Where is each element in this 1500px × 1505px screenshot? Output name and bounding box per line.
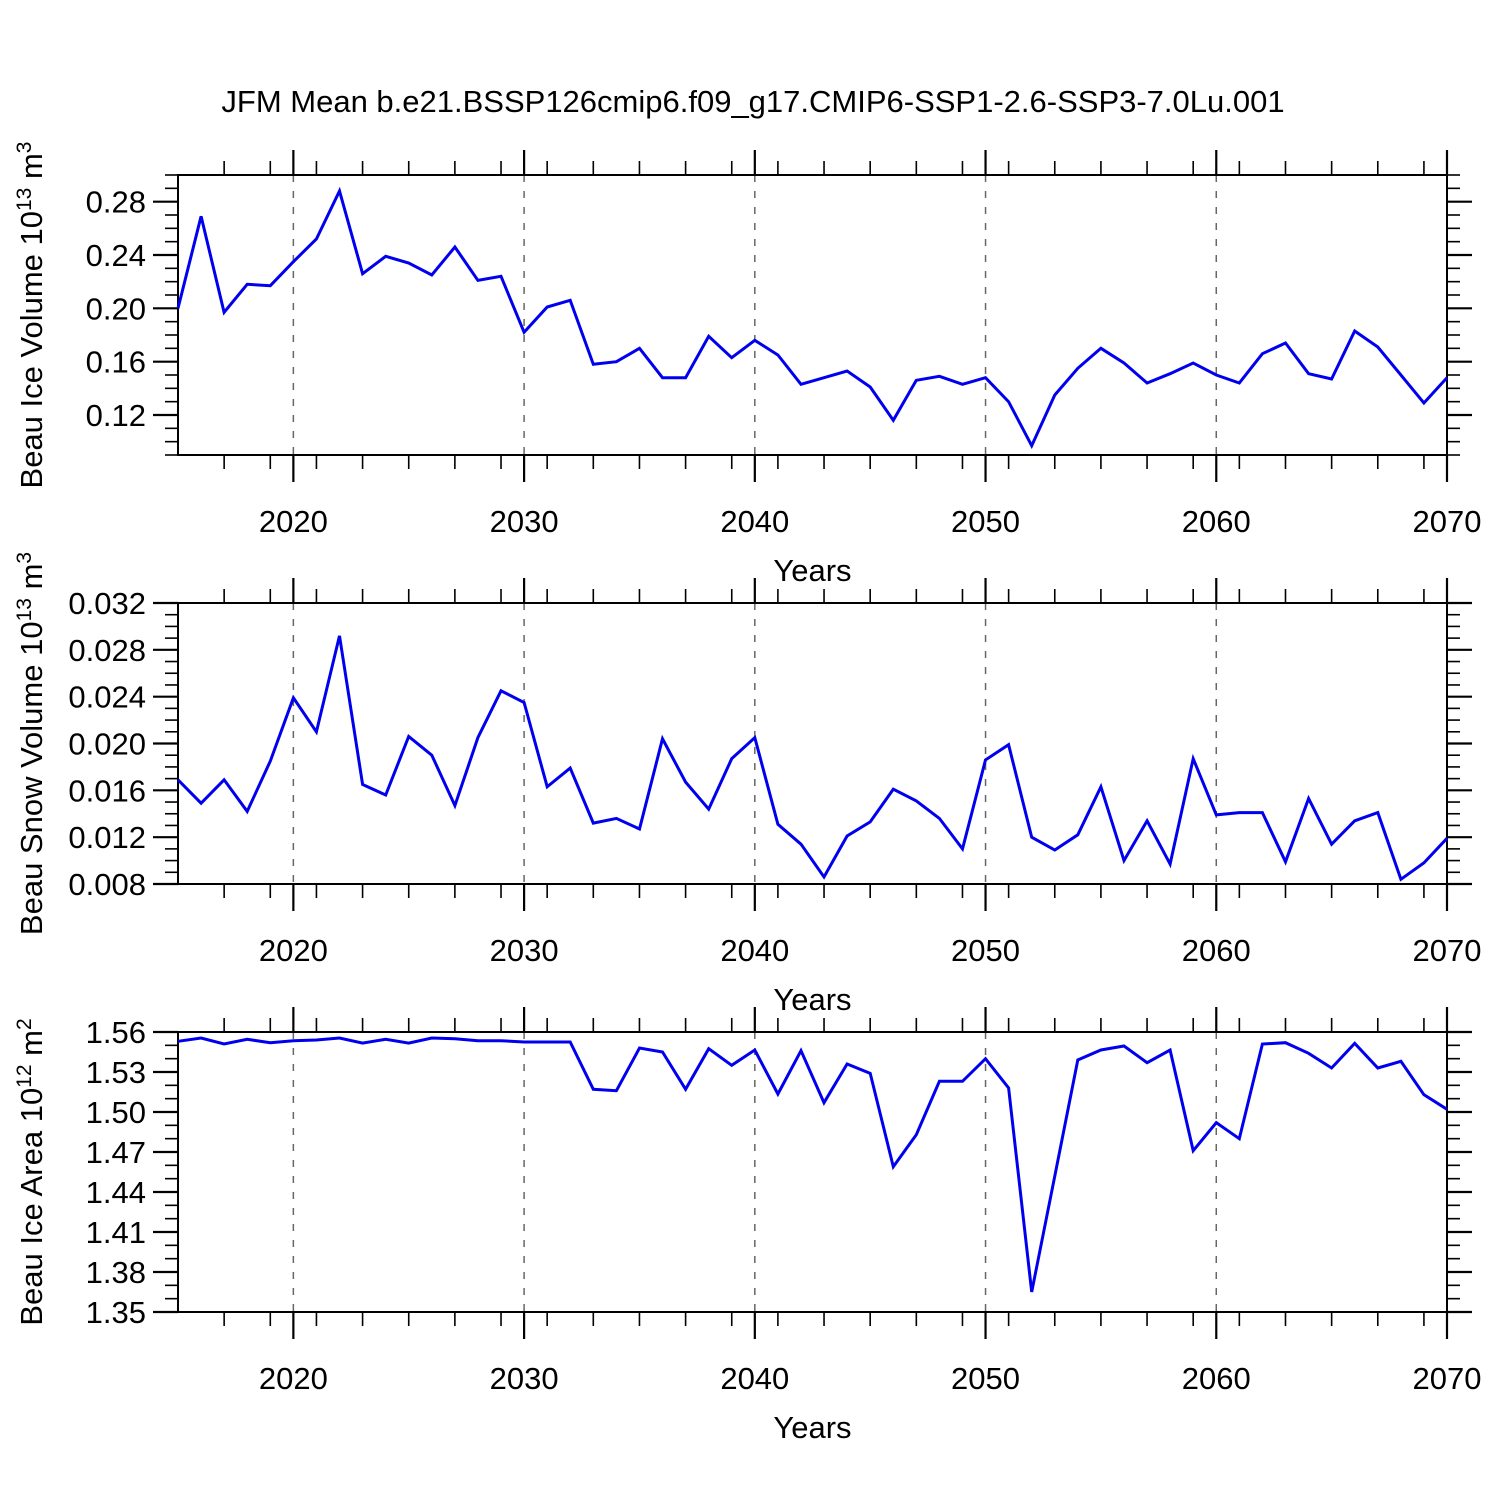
y-tick-label: 0.028 [68, 633, 146, 668]
y-axis-title-exponent: 3 [13, 552, 36, 564]
x-tick-label: 2040 [720, 1361, 789, 1396]
x-axis-title: Years [773, 553, 851, 588]
x-tick-label: 2050 [951, 1361, 1020, 1396]
y-axis-title-text: m [14, 564, 49, 598]
y-tick-label: 1.35 [86, 1295, 146, 1330]
y-axis-title: Beau Ice Volume 1013 m3 [13, 142, 49, 489]
y-tick-label: 1.38 [86, 1255, 146, 1290]
figure-title: JFM Mean b.e21.BSSP126cmip6.f09_g17.CMIP… [221, 84, 1284, 119]
y-tick-label: 1.41 [86, 1215, 146, 1250]
y-tick-label: 1.53 [86, 1055, 146, 1090]
y-axis-title: Beau Ice Area 1012 m2 [13, 1018, 49, 1325]
x-tick-label: 2070 [1413, 933, 1482, 968]
x-tick-label: 2050 [951, 504, 1020, 539]
x-tick-label: 2040 [720, 933, 789, 968]
x-tick-label: 2060 [1182, 933, 1251, 968]
x-tick-label: 2050 [951, 933, 1020, 968]
x-tick-label: 2030 [490, 933, 559, 968]
y-axis-title-text: m [14, 153, 49, 187]
y-axis-title-text: Beau Snow Volume 10 [14, 621, 49, 935]
y-axis-title-exponent: 12 [13, 1064, 36, 1087]
x-tick-label: 2060 [1182, 1361, 1251, 1396]
x-tick-label: 2020 [259, 1361, 328, 1396]
plot-frame [177, 1031, 1448, 1313]
x-tick-label: 2060 [1182, 504, 1251, 539]
x-axis-title: Years [773, 1410, 851, 1445]
y-tick-label: 1.44 [86, 1175, 146, 1210]
plot-frame [177, 602, 1448, 885]
y-axis-title: Beau Snow Volume 1013 m3 [13, 552, 49, 935]
series-line-beau-snow-volume [176, 635, 1449, 882]
y-tick-label: 1.50 [86, 1095, 146, 1130]
x-tick-label: 2030 [490, 1361, 559, 1396]
panel-beau-ice-area: 1.35 1.38 1.41 1.44 1.47 1.50 1.53 1.56 2020 2030… [13, 1007, 1481, 1445]
y-axis-title-exponent: 13 [13, 188, 36, 211]
y-axis-title-text: Beau Ice Volume 10 [14, 211, 49, 488]
y-tick-label: 0.12 [86, 398, 146, 433]
x-tick-label: 2020 [259, 504, 328, 539]
y-axis-title-text: Beau Ice Area 10 [14, 1088, 49, 1326]
y-tick-label: 0.16 [86, 345, 146, 380]
y-axis-title-exponent: 13 [13, 598, 36, 621]
x-axis-title: Years [773, 982, 851, 1017]
y-tick-label: 1.56 [86, 1015, 146, 1050]
y-tick-label: 0.012 [68, 820, 146, 855]
plot-frame [177, 174, 1448, 456]
y-tick-label: 0.24 [86, 238, 146, 273]
x-tick-label: 2070 [1413, 504, 1482, 539]
series-line-beau-ice-area [177, 1036, 1448, 1293]
x-tick-label: 2030 [490, 504, 559, 539]
y-axis-title-text: m [14, 1030, 49, 1064]
y-tick-label: 0.024 [68, 680, 146, 715]
y-axis-title-exponent: 2 [13, 1018, 36, 1030]
x-tick-label: 2040 [720, 504, 789, 539]
y-tick-label: 0.020 [68, 727, 146, 762]
y-axis-title-exponent: 3 [13, 142, 36, 154]
y-tick-label: 0.016 [68, 773, 146, 808]
x-tick-label: 2070 [1413, 1361, 1482, 1396]
y-tick-label: 1.47 [86, 1135, 146, 1170]
panels-container: 0.12 0.16 0.20 0.24 0.28 2020 2030 2040 2050 2060… [13, 142, 1481, 1445]
y-tick-label: 0.032 [68, 586, 146, 621]
x-tick-label: 2020 [259, 933, 328, 968]
y-tick-label: 0.28 [86, 185, 146, 220]
y-tick-label: 0.008 [68, 867, 146, 902]
series-line-beau-ice-volume [176, 186, 1449, 450]
panel-beau-ice-volume: 0.12 0.16 0.20 0.24 0.28 2020 2030 2040 2050 2060… [13, 142, 1481, 588]
panel-beau-snow-volume: 0.008 0.012 0.016 0.020 0.024 0.028 0.032 2020 2… [13, 552, 1481, 1017]
y-tick-label: 0.20 [86, 291, 146, 326]
